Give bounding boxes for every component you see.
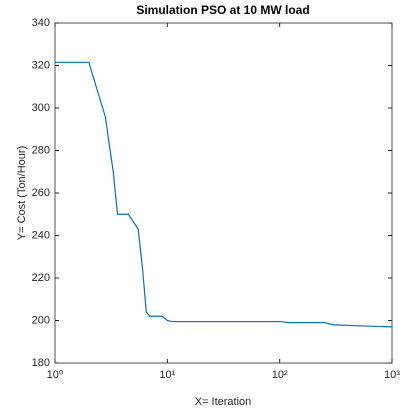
x-tick-label: 10² bbox=[272, 369, 288, 381]
x-tick-label: 10¹ bbox=[159, 369, 175, 381]
plot-frame bbox=[54, 22, 393, 364]
y-tick-label: 320 bbox=[32, 59, 50, 71]
y-tick-label: 280 bbox=[32, 144, 50, 156]
x-axis-label: X= Iteration bbox=[195, 396, 252, 408]
y-tick-label: 260 bbox=[32, 187, 50, 199]
y-axis-label: Y= Cost (Ton/Hour) bbox=[16, 146, 28, 240]
x-tick-label: 10³ bbox=[384, 369, 400, 381]
y-tick-label: 200 bbox=[32, 314, 50, 326]
y-tick-label: 180 bbox=[32, 357, 50, 369]
chart-title: Simulation PSO at 10 MW load bbox=[136, 3, 309, 17]
y-tick-label: 220 bbox=[32, 272, 50, 284]
x-tick-label: 10⁰ bbox=[47, 369, 64, 381]
y-tick-label: 240 bbox=[32, 229, 50, 241]
y-tick-label: 340 bbox=[32, 17, 50, 29]
y-tick-label: 300 bbox=[32, 102, 50, 114]
data-line bbox=[55, 61, 393, 328]
